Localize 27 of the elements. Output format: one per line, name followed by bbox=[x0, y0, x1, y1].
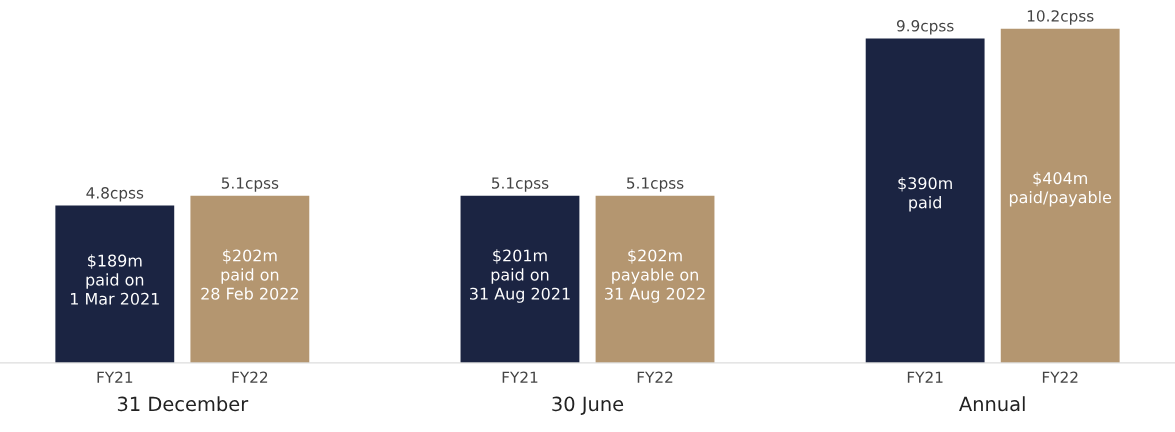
text: Annual bbox=[959, 396, 1025, 412]
text: 31 December bbox=[117, 396, 249, 412]
data-label: 5.1cpss bbox=[221, 177, 279, 192]
x-tick-label: FY21 bbox=[502, 371, 538, 383]
text: 30 June bbox=[552, 396, 624, 415]
annotation: $404m paid/payable bbox=[1009, 171, 1112, 207]
annotation: $202m payable on 31 Aug 2022 bbox=[605, 249, 705, 303]
bar bbox=[55, 205, 175, 363]
bar bbox=[460, 195, 580, 363]
x-tick-label: FY21 bbox=[97, 371, 133, 383]
x-tick-label: FY22 bbox=[1042, 371, 1078, 383]
x-tick-label: FY22 bbox=[637, 371, 673, 383]
annotation: $390m paid bbox=[898, 176, 952, 212]
data-label: 10.2cpss bbox=[1027, 10, 1094, 25]
data-label: 5.1cpss bbox=[491, 177, 549, 192]
annotation: $202m paid on 28 Feb 2022 bbox=[201, 249, 298, 300]
x-tick-label: FY21 bbox=[907, 371, 943, 383]
bar bbox=[865, 38, 985, 363]
data-label: 5.1cpss bbox=[627, 177, 684, 192]
x-tick-label: FY22 bbox=[232, 371, 268, 383]
bar bbox=[595, 195, 715, 363]
annotation: $189m paid on 1 Mar 2021 bbox=[71, 254, 159, 305]
annotation: $201m paid on 31 Aug 2021 bbox=[470, 249, 570, 303]
data-label: 4.8cpss bbox=[86, 187, 144, 202]
data-label: 9.9cpss bbox=[896, 19, 954, 35]
bar bbox=[1000, 28, 1120, 363]
bar bbox=[190, 195, 310, 363]
